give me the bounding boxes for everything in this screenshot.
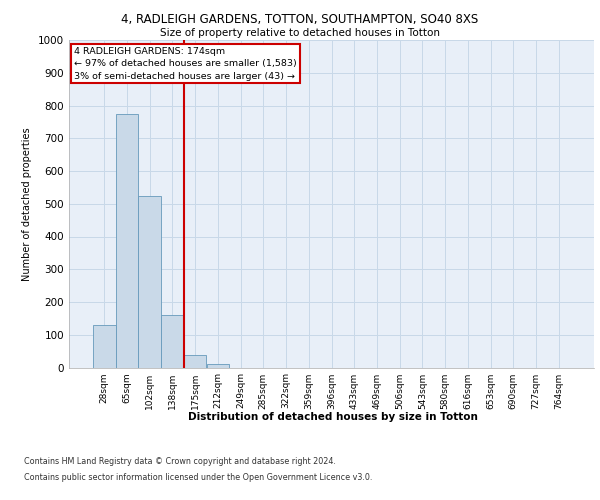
Text: 4 RADLEIGH GARDENS: 174sqm
← 97% of detached houses are smaller (1,583)
3% of se: 4 RADLEIGH GARDENS: 174sqm ← 97% of deta…: [74, 46, 297, 80]
Text: Size of property relative to detached houses in Totton: Size of property relative to detached ho…: [160, 28, 440, 38]
Text: 4, RADLEIGH GARDENS, TOTTON, SOUTHAMPTON, SO40 8XS: 4, RADLEIGH GARDENS, TOTTON, SOUTHAMPTON…: [121, 12, 479, 26]
Text: Contains HM Land Registry data © Crown copyright and database right 2024.: Contains HM Land Registry data © Crown c…: [24, 458, 336, 466]
Bar: [184, 355, 206, 368]
Text: Contains public sector information licensed under the Open Government Licence v3: Contains public sector information licen…: [24, 472, 373, 482]
Text: Distribution of detached houses by size in Totton: Distribution of detached houses by size …: [188, 412, 478, 422]
Bar: [139, 196, 161, 368]
Y-axis label: Number of detached properties: Number of detached properties: [22, 127, 32, 280]
Bar: [116, 114, 139, 368]
Bar: [93, 325, 116, 368]
Bar: [206, 364, 229, 368]
Bar: [161, 315, 184, 368]
